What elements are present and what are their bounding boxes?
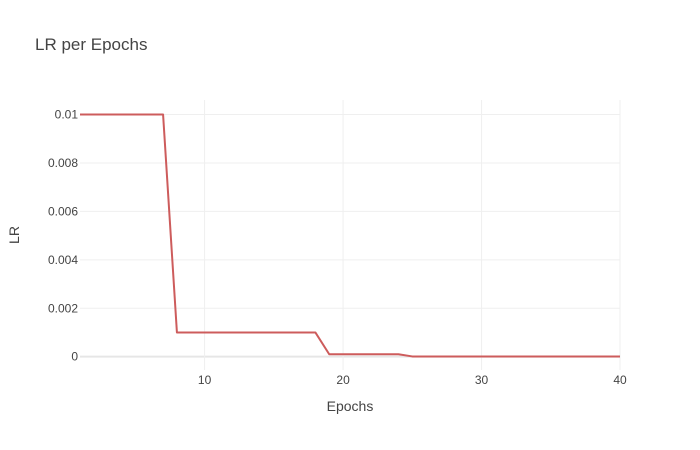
y-tick-label: 0.006 (48, 204, 78, 218)
y-tick-label: 0.004 (48, 253, 78, 267)
y-tick-label: 0.01 (55, 108, 79, 122)
series-line (80, 113, 620, 358)
chart-title: LR per Epochs (35, 35, 147, 54)
y-tick-label: 0.008 (48, 156, 78, 170)
x-axis-title: Epochs (327, 398, 374, 414)
y-tick-label: 0.002 (48, 301, 78, 315)
x-tick-label: 10 (198, 373, 212, 387)
series-group (80, 113, 620, 358)
grid-lines (80, 100, 621, 370)
x-axis-ticks: 10 20 30 40 (198, 373, 627, 387)
x-tick-label: 20 (336, 373, 350, 387)
x-tick-label: 30 (475, 373, 489, 387)
y-tick-label: 0 (71, 350, 78, 364)
y-axis-ticks: 0 0.002 0.004 0.006 0.008 0.01 (48, 108, 78, 364)
x-tick-label: 40 (613, 373, 627, 387)
y-axis-title: LR (6, 226, 22, 244)
